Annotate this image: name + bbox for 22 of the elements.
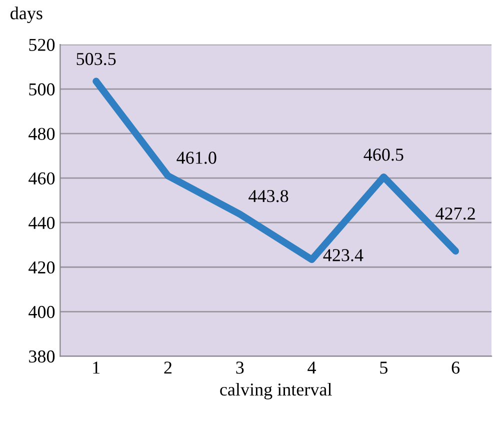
data-label: 427.2 <box>436 208 475 220</box>
y-tick-label: 520 <box>29 38 55 51</box>
y-tick-label: 400 <box>28 306 55 318</box>
x-tick-label: 5 <box>380 362 388 374</box>
x-tick-label: 3 <box>236 362 244 374</box>
data-label: 461.0 <box>176 152 216 164</box>
data-label: 443.8 <box>248 190 288 202</box>
y-tick-label: 380 <box>29 350 55 363</box>
y-tick-label: 480 <box>28 128 55 140</box>
y-axis-title: days <box>10 6 42 24</box>
x-axis-title: calving interval <box>220 382 332 400</box>
data-label: 503.5 <box>76 52 116 66</box>
data-label: 423.4 <box>323 249 364 262</box>
data-label: 460.5 <box>364 148 404 161</box>
x-tick-label: 4 <box>308 362 316 374</box>
x-tick-label: 1 <box>93 362 100 374</box>
y-tick-label: 460 <box>28 172 55 185</box>
y-tick-label: 500 <box>29 83 55 96</box>
x-tick-label: 6 <box>452 362 460 374</box>
y-tick-label: 440 <box>28 216 55 230</box>
y-tick-label: 420 <box>28 261 55 274</box>
x-tick-label: 2 <box>164 362 172 374</box>
